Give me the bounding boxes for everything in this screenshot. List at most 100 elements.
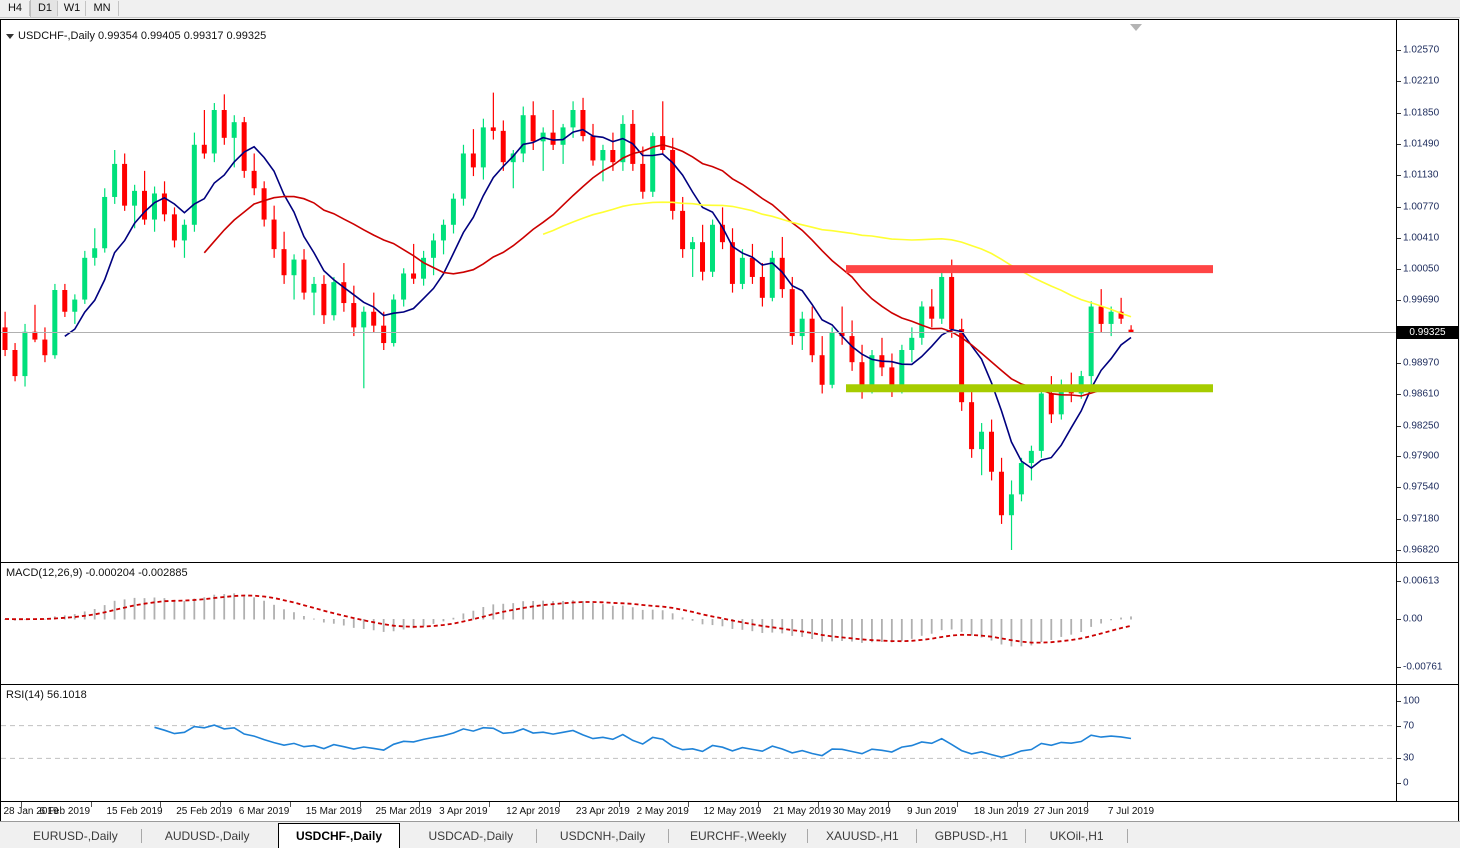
toolbar-separator [29, 1, 30, 16]
toolbar-separator [118, 1, 119, 16]
time-axis-label: 12 May 2019 [703, 806, 762, 817]
chart-tab-bar[interactable]: EURUSD-,Daily AUDUSD-,Daily USDCHF-,Daily U… [0, 821, 1460, 848]
chart-tab-audusd--daily[interactable]: AUDUSD-,Daily [164, 829, 250, 843]
price-tick-label: 0.98970 [1403, 357, 1440, 369]
price-tick [1397, 81, 1401, 83]
timeframe-button-h4[interactable]: H4 [0, 0, 30, 17]
time-axis-tick [817, 802, 819, 807]
macd-tick [1397, 619, 1401, 620]
time-axis-label: 9 Jun 2019 [906, 806, 957, 817]
time-axis-label: 2 May 2019 [636, 806, 689, 817]
tab-separator [1126, 829, 1128, 843]
price-tick [1397, 550, 1401, 551]
time-axis-label: 21 May 2019 [773, 806, 832, 817]
time-axis-label: 27 Jun 2019 [1033, 806, 1089, 817]
time-axis-tick [1087, 802, 1088, 807]
time-axis-label: 25 Mar 2019 [375, 806, 432, 817]
price-tick-label: 1.01490 [1403, 138, 1440, 150]
price-tick-label: 0.97180 [1403, 513, 1440, 525]
macd-tick-label: 0.00 [1403, 613, 1423, 625]
price-tick [1397, 518, 1401, 520]
price-tick-label: 1.01130 [1403, 169, 1439, 181]
price-tick-label: 1.00050 [1403, 263, 1440, 275]
price-tick-label: 0.98610 [1403, 388, 1440, 400]
time-axis-tick [20, 802, 22, 807]
price-pane[interactable]: 1.02570 1.02210 1.01850 1.01490 1.01130 1.007… [1, 20, 1458, 562]
chart-tab-gbpusd--h1[interactable]: GBPUSD-,H1 [934, 829, 1009, 843]
price-tick-label: 0.98250 [1403, 420, 1440, 432]
time-axis-tick [160, 802, 162, 807]
price-plot-area[interactable] [1, 20, 1396, 562]
time-axis-label: 6 Feb 2019 [39, 806, 91, 817]
time-axis-label: 15 Feb 2019 [106, 806, 163, 817]
chart-tab-eurchf--weekly[interactable]: EURCHF-,Weekly [689, 829, 787, 843]
time-axis-tick [359, 802, 361, 807]
time-axis-label: 3 Apr 2019 [439, 806, 488, 817]
price-tick-label: 0.96820 [1403, 544, 1440, 556]
timeframe-button-w1[interactable]: W1 [58, 0, 86, 17]
price-axis[interactable]: 1.02570 1.02210 1.01850 1.01490 1.01130 1.007… [1396, 20, 1458, 562]
tab-separator [1025, 829, 1027, 843]
price-tick [1397, 143, 1401, 145]
price-tick [1397, 175, 1401, 177]
macd-tick [1397, 667, 1401, 668]
time-axis-label: 23 Apr 2019 [575, 806, 630, 817]
tab-separator [668, 829, 669, 843]
time-axis-tick [618, 802, 620, 807]
time-axis-label: 25 Feb 2019 [176, 806, 233, 817]
price-tick [1397, 206, 1401, 208]
macd-plot-area[interactable] [1, 563, 1396, 684]
macd-pane[interactable]: 0.00613 0.00 -0.00761 MACD(12,26,9) -0.000… [1, 562, 1458, 684]
rsi-header-label: RSI(14) 56.1018 [6, 689, 87, 701]
rsi-tick [1397, 725, 1401, 727]
time-axis-label: 30 May 2019 [833, 806, 891, 817]
time-axis[interactable]: 28 Jan 2019 6 Feb 2019 15 Feb 2019 25 Feb 2… [1, 801, 1458, 821]
price-tick [1397, 394, 1401, 396]
rsi-tick [1397, 783, 1401, 784]
time-axis-label: 7 Jul 2019 [1107, 806, 1155, 817]
macd-tick [1397, 581, 1401, 582]
rsi-plot-area[interactable] [1, 685, 1396, 802]
chart-window[interactable]: 1.02570 1.02210 1.01850 1.01490 1.01130 1.007… [0, 19, 1459, 822]
chart-marker-triangle-icon[interactable] [1130, 24, 1142, 31]
chart-tab-usdcnh--daily[interactable]: USDCNH-,Daily [559, 829, 646, 843]
price-pane-header: USDCHF-,Daily 0.99354 0.99405 0.99317 0.… [6, 30, 266, 42]
time-axis-label: 15 Mar 2019 [305, 806, 362, 817]
timeframe-button-d1[interactable]: D1 [30, 0, 60, 17]
chart-tab-eurusd--daily[interactable]: EURUSD-,Daily [33, 829, 118, 843]
macd-tick-label: -0.00761 [1403, 661, 1443, 673]
price-tick [1397, 300, 1401, 302]
timeframe-toolbar: H4 D1 W1 MN [0, 0, 1460, 18]
time-axis-label: 18 Jun 2019 [973, 806, 1029, 817]
rsi-tick-label: 70 [1403, 720, 1415, 732]
chart-tab-usdcad--daily[interactable]: USDCAD-,Daily [428, 829, 514, 843]
rsi-pane[interactable]: 100 70 30 0 RSI(14) 56.1018 [1, 684, 1458, 802]
time-axis-tick [489, 802, 491, 807]
current-price-tag: 0.99325 [1397, 326, 1458, 340]
price-tick [1397, 269, 1401, 271]
time-axis-tick [558, 802, 560, 807]
collapse-chevron-icon[interactable] [6, 33, 14, 39]
time-axis-tick [419, 802, 421, 807]
time-axis-label: 6 Mar 2019 [238, 806, 290, 817]
price-tick-label: 1.01850 [1403, 107, 1440, 119]
macd-axis[interactable]: 0.00613 0.00 -0.00761 [1396, 563, 1458, 684]
rsi-tick [1397, 758, 1401, 760]
tab-separator [140, 829, 142, 843]
chart-tab-usdchf--daily[interactable]: USDCHF-,Daily [277, 823, 401, 848]
time-axis-tick [289, 802, 291, 807]
time-axis-tick [957, 802, 959, 807]
time-axis-tick [220, 802, 222, 807]
chart-tab-ukoil--h1[interactable]: UKOil-,H1 [1049, 829, 1104, 843]
tab-separator [916, 829, 918, 843]
rsi-tick-label: 100 [1403, 695, 1420, 707]
price-tick-label: 0.97540 [1403, 481, 1440, 493]
rsi-tick-label: 0 [1403, 777, 1409, 789]
price-tick-label: 1.02570 [1403, 44, 1440, 56]
chart-tab-xauusd--h1[interactable]: XAUUSD-,H1 [826, 829, 899, 843]
rsi-tick-label: 30 [1403, 752, 1415, 764]
price-tick [1397, 112, 1401, 114]
rsi-axis[interactable]: 100 70 30 0 [1396, 685, 1458, 802]
timeframe-button-mn[interactable]: MN [86, 0, 118, 17]
